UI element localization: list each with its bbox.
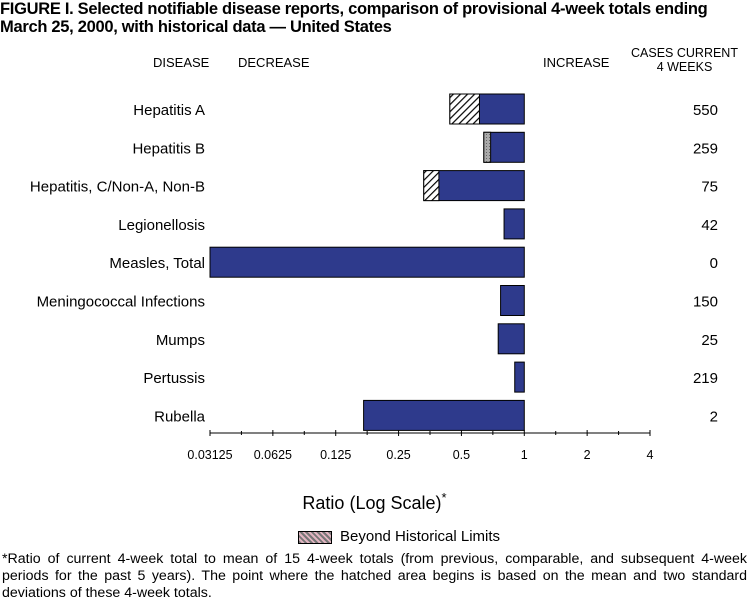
header-cases-line1: CASES CURRENT	[631, 46, 738, 60]
bar-4	[209, 246, 525, 278]
x-tick-label-5: 1	[521, 448, 528, 462]
cases-value-1: 259	[693, 140, 718, 157]
beyond-limits-1	[483, 131, 492, 163]
header-increase: INCREASE	[543, 55, 610, 70]
category-label-4: Measles, Total	[109, 255, 205, 272]
cases-value-6: 25	[701, 332, 718, 349]
legend: Beyond Historical Limits	[298, 528, 500, 545]
figure-title: FIGURE I. Selected notifiable disease re…	[0, 0, 708, 36]
cases-value-3: 42	[701, 217, 718, 234]
category-label-8: Rubella	[154, 408, 206, 425]
x-tick-label-6: 2	[584, 448, 591, 462]
x-tick-label-4: 0.5	[453, 448, 470, 462]
header-decrease: DECREASE	[238, 55, 310, 70]
cases-value-7: 219	[693, 370, 718, 387]
category-label-2: Hepatitis, C/Non-A, Non-B	[30, 179, 205, 196]
category-label-6: Mumps	[156, 332, 205, 349]
x-tick-label-7: 4	[647, 448, 654, 462]
bar-2	[423, 170, 525, 202]
x-tick-label-1: 0.0625	[254, 448, 292, 462]
ratio-chart: Hepatitis A 550 Hepatitis B 259 Hepatitis, C…	[30, 93, 718, 462]
header-cases: CASES CURRENT 4 WEEKS	[622, 46, 747, 74]
header-disease: DISEASE	[153, 55, 210, 70]
cases-value-0: 550	[693, 102, 718, 119]
bar-7	[514, 361, 525, 393]
category-label-3: Legionellosis	[118, 217, 205, 234]
legend-label: Beyond Historical Limits	[340, 528, 501, 545]
cases-value-4: 0	[710, 255, 718, 272]
category-label-0: Hepatitis A	[133, 102, 205, 119]
beyond-limits-0	[449, 93, 480, 125]
x-axis-label: Ratio (Log Scale)*	[0, 490, 749, 514]
x-axis-label-text: Ratio (Log Scale)	[302, 493, 442, 513]
footnote: *Ratio of current 4-week total to mean o…	[2, 551, 747, 601]
bar-8	[363, 399, 525, 431]
bar-6	[497, 323, 525, 355]
x-tick-label-0: 0.03125	[187, 448, 232, 462]
legend-hatch-swatch	[298, 530, 332, 544]
cases-value-2: 75	[701, 179, 718, 196]
bar-3	[503, 208, 525, 240]
header-cases-line2: 4 WEEKS	[656, 60, 713, 74]
category-label-5: Meningococcal Infections	[37, 294, 205, 311]
cases-value-5: 150	[693, 294, 718, 311]
bar-5	[500, 285, 525, 316]
cases-value-8: 2	[710, 408, 718, 425]
x-axis-label-mark: *	[441, 490, 447, 505]
x-tick-label-3: 0.25	[386, 448, 410, 462]
beyond-limits-2	[423, 170, 440, 202]
category-label-1: Hepatitis B	[132, 140, 205, 157]
x-tick-label-2: 0.125	[320, 448, 351, 462]
category-label-7: Pertussis	[143, 370, 205, 387]
